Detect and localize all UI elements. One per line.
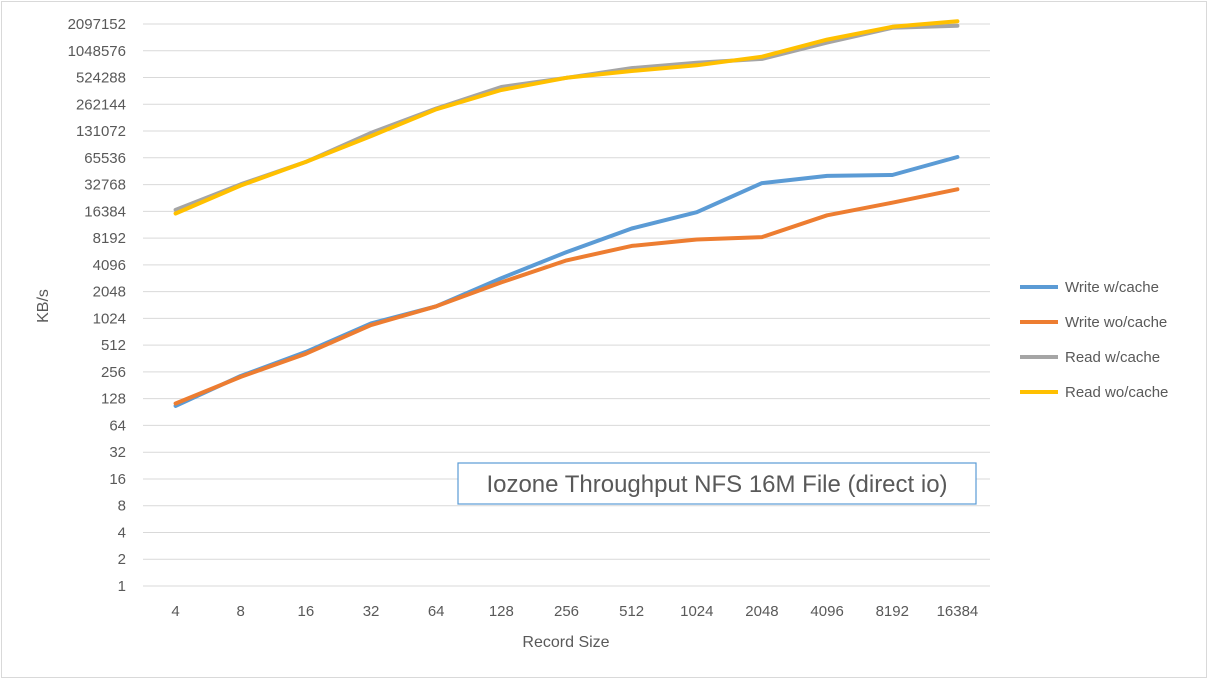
y-tick-label: 1024 [93,310,126,327]
chart-title-box: Iozone Throughput NFS 16M File (direct i… [457,462,977,505]
y-tick-label: 4 [118,524,126,541]
y-tick-label: 16 [109,471,126,488]
y-axis-title: KB/s [35,289,52,323]
y-tick-label: 16384 [84,203,126,220]
x-tick-label: 16384 [937,603,979,620]
y-tick-label: 65536 [84,150,126,167]
y-tick-label: 2 [118,551,126,568]
y-tick-label: 262144 [76,96,126,113]
y-tick-label: 2048 [93,284,126,301]
legend-label: Read wo/cache [1065,384,1168,401]
series-line-read-wo-cache [173,19,960,216]
y-tick-label: 8192 [93,230,126,247]
x-tick-label: 512 [619,603,644,620]
y-tick-label: 32768 [84,177,126,194]
y-tick-label: 1048576 [68,43,126,60]
series-lines [173,19,960,408]
x-tick-label: 128 [489,603,514,620]
y-tick-label: 8 [118,498,126,515]
legend-label: Read w/cache [1065,349,1160,366]
y-tick-labels: 1 2 4 8 16 32 64 128 256 512 1024 2048 4096 8192 16384… [68,16,126,595]
x-tick-label: 4 [171,603,179,620]
chart-title: Iozone Throughput NFS 16M File (direct i… [486,471,947,498]
x-tick-label: 1024 [680,603,713,620]
x-axis-title: Record Size [522,634,609,651]
x-tick-label: 64 [428,603,445,620]
series-line-write-w-cache [173,155,960,408]
legend-label: Write wo/cache [1065,314,1167,331]
legend: Write w/cache Write wo/cache Read w/cache R… [1020,279,1168,401]
legend-label: Write w/cache [1065,279,1159,296]
x-tick-label: 8192 [876,603,909,620]
y-tick-label: 131072 [76,123,126,140]
x-tick-label: 32 [363,603,380,620]
x-tick-label: 4096 [810,603,843,620]
y-tick-label: 256 [101,364,126,381]
y-tick-label: 2097152 [68,16,126,33]
y-tick-label: 524288 [76,70,126,87]
x-tick-labels: 4 8 16 32 64 128 256 512 1024 2048 4096 8192 16384 [171,603,978,620]
y-tick-label: 128 [101,391,126,408]
series-line-read-w-cache [173,23,960,212]
y-tick-label: 64 [109,417,126,434]
x-tick-label: 2048 [745,603,778,620]
x-tick-label: 16 [298,603,315,620]
y-tick-label: 32 [109,444,126,461]
series-line-write-wo-cache [173,187,960,406]
grid-lines [143,23,990,587]
y-tick-label: 512 [101,337,126,354]
y-tick-label: 1 [118,578,126,595]
y-tick-label: 4096 [93,257,126,274]
x-tick-label: 8 [237,603,245,620]
x-tick-label: 256 [554,603,579,620]
